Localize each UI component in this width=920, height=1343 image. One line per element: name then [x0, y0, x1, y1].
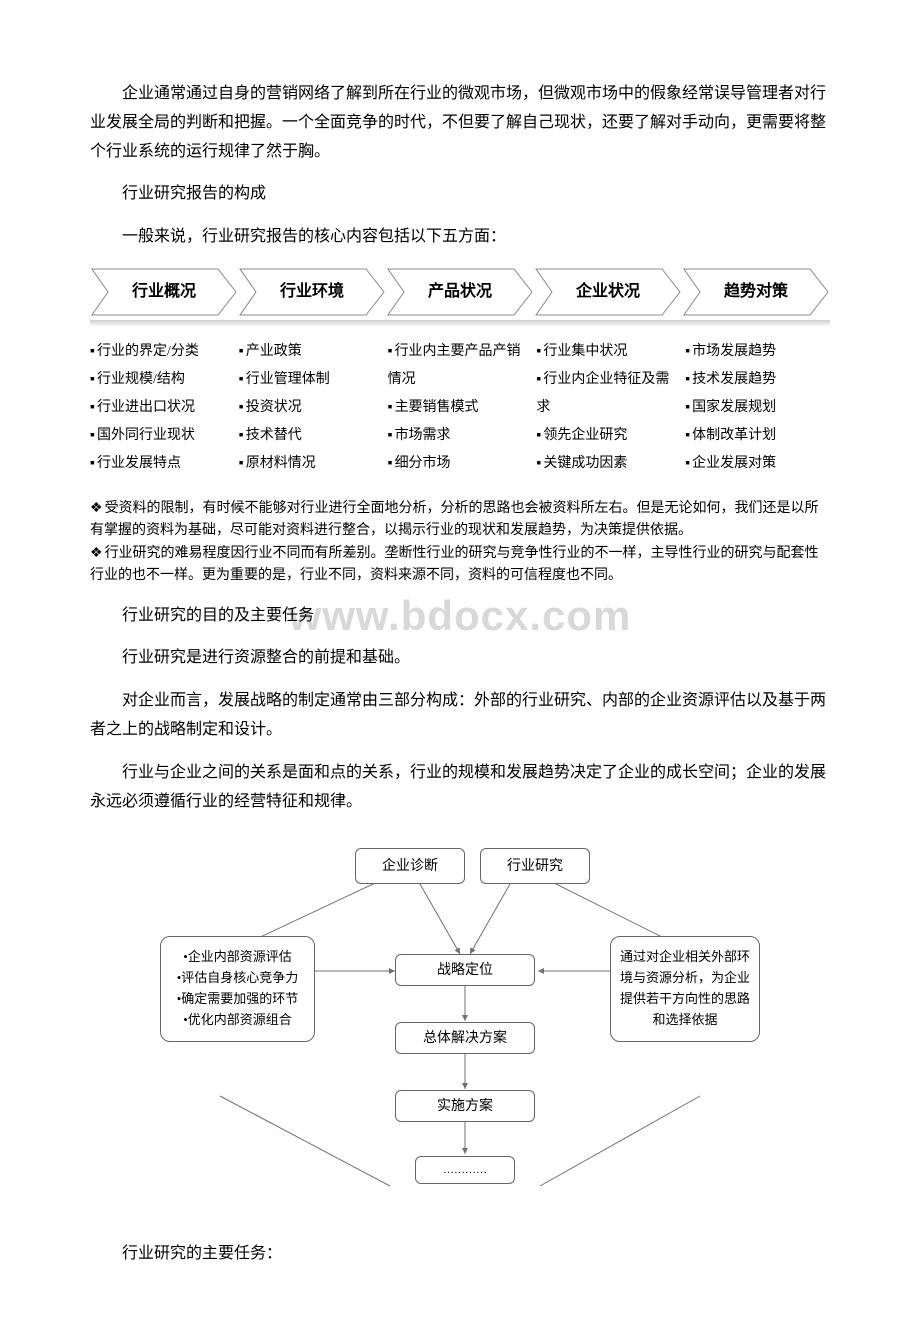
five-aspect-columns: 行业的界定/分类 行业规模/结构 行业进出口状况 国外同行业现状 行业发展特点 … [90, 338, 830, 478]
list-item: 技术替代 [239, 422, 384, 450]
chevron-environment: 行业环境 [238, 268, 386, 316]
list-item: 行业规模/结构 [90, 366, 235, 394]
intro-five-aspects: 一般来说，行业研究报告的核心内容包括以下五方面： [90, 223, 830, 252]
list-item: 行业的界定/分类 [90, 338, 235, 366]
list-item: 企业发展对策 [685, 450, 830, 478]
side-item: •评估自身核心竞争力 [169, 968, 306, 989]
fc-mid-solution: 总体解决方案 [395, 1022, 535, 1054]
list-item: 行业进出口状况 [90, 394, 235, 422]
body-paragraph: 对企业而言，发展战略的制定通常由三部分构成：外部的行业研究、内部的企业资源评估以… [90, 687, 830, 745]
chevron-label: 产品状况 [428, 278, 492, 307]
list-item: 市场发展趋势 [685, 338, 830, 366]
col-overview: 行业的界定/分类 行业规模/结构 行业进出口状况 国外同行业现状 行业发展特点 [90, 338, 235, 478]
list-item: 行业发展特点 [90, 450, 235, 478]
list-item: 产业政策 [239, 338, 384, 366]
list-item: 细分市场 [388, 450, 533, 478]
side-item: •优化内部资源组合 [169, 1010, 306, 1031]
list-item: 行业内企业特征及需求 [536, 366, 681, 422]
list-item: 行业内主要产品产销情况 [388, 338, 533, 394]
chevron-label: 行业概况 [132, 278, 196, 307]
list-item: 主要销售模式 [388, 394, 533, 422]
section-heading-tasks: 行业研究的主要任务： [90, 1240, 830, 1269]
list-item: 原材料情况 [239, 450, 384, 478]
fc-mid-more: ………… [415, 1156, 515, 1184]
side-item: •确定需要加强的环节 [169, 989, 306, 1010]
list-item: 市场需求 [388, 422, 533, 450]
list-item: 技术发展趋势 [685, 366, 830, 394]
col-product: 行业内主要产品产销情况 主要销售模式 市场需求 细分市场 [388, 338, 533, 478]
list-item: 投资状况 [239, 394, 384, 422]
body-paragraph: 行业与企业之间的关系是面和点的关系，行业的规模和发展趋势决定了企业的成长空间；企… [90, 759, 830, 817]
section-heading-purpose: 行业研究的目的及主要任务 [90, 602, 830, 631]
col-environment: 产业政策 行业管理体制 投资状况 技术替代 原材料情况 [239, 338, 384, 478]
list-item: 行业集中状况 [536, 338, 681, 366]
note-item: 受资料的限制，有时候不能够对行业进行全面地分析，分析的思路也会被资料所左右。但是… [90, 498, 830, 543]
fc-side-right: 通过对企业相关外部环境与资源分析，为企业提供若干方向性的思路和选择依据 [610, 936, 760, 1041]
chevron-underline [90, 320, 830, 326]
note-item: 行业研究的难易程度因行业不同而有所差别。垄断性行业的研究与竞争性行业的不一样，主… [90, 543, 830, 588]
intro-paragraph: 企业通常通过自身的营销网络了解到所在行业的微观市场，但微观市场中的假象经常误导管… [90, 80, 830, 166]
chevron-label: 趋势对策 [724, 278, 788, 307]
list-item: 国外同行业现状 [90, 422, 235, 450]
chevron-header-row: 行业概况 行业环境 产品状况 企业状况 趋势对策 [90, 268, 830, 316]
fc-mid-strategy: 战略定位 [395, 954, 535, 986]
fc-top-right: 行业研究 [480, 848, 590, 884]
chevron-enterprise: 企业状况 [534, 268, 682, 316]
list-item: 体制改革计划 [685, 422, 830, 450]
notes-block: 受资料的限制，有时候不能够对行业进行全面地分析，分析的思路也会被资料所左右。但是… [90, 498, 830, 588]
chevron-label: 企业状况 [576, 278, 640, 307]
chevron-label: 行业环境 [280, 278, 344, 307]
chevron-overview: 行业概况 [90, 268, 238, 316]
side-item: •企业内部资源评估 [169, 947, 306, 968]
list-item: 领先企业研究 [536, 422, 681, 450]
chevron-product: 产品状况 [386, 268, 534, 316]
col-enterprise: 行业集中状况 行业内企业特征及需求 领先企业研究 关键成功因素 [536, 338, 681, 478]
fc-side-left: •企业内部资源评估 •评估自身核心竞争力 •确定需要加强的环节 •优化内部资源组… [160, 936, 315, 1041]
fc-mid-implement: 实施方案 [395, 1090, 535, 1122]
col-trend: 市场发展趋势 技术发展趋势 国家发展规划 体制改革计划 企业发展对策 [685, 338, 830, 478]
body-paragraph: 行业研究是进行资源整合的前提和基础。 [90, 644, 830, 673]
fc-top-left: 企业诊断 [355, 848, 465, 884]
chevron-trend: 趋势对策 [682, 268, 830, 316]
list-item: 国家发展规划 [685, 394, 830, 422]
strategy-flowchart: 企业诊断 行业研究 战略定位 总体解决方案 实施方案 ………… •企业内部资源评… [160, 836, 760, 1216]
section-heading-composition: 行业研究报告的构成 [90, 180, 830, 209]
list-item: 行业管理体制 [239, 366, 384, 394]
list-item: 关键成功因素 [536, 450, 681, 478]
